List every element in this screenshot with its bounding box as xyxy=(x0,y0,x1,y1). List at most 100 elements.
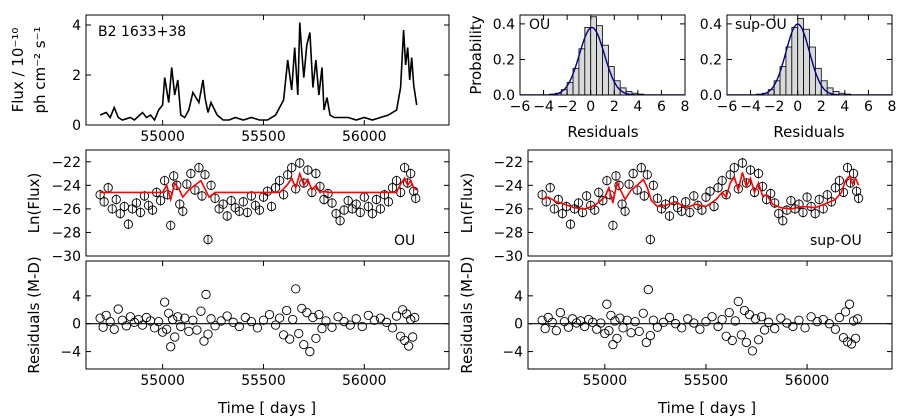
x-tick-label: −6 xyxy=(717,99,738,115)
residuals-ou-frame xyxy=(85,260,450,370)
residual-point xyxy=(282,305,292,316)
residual-point xyxy=(278,330,289,340)
residual-point xyxy=(756,312,767,322)
lnflux-supou-frame xyxy=(527,149,893,257)
x-tick-label: −2 xyxy=(764,99,785,115)
residuals-ou-xlabel: Time [ days ] xyxy=(217,399,316,417)
residual-point xyxy=(196,306,206,316)
residual-point xyxy=(252,323,263,333)
data-point xyxy=(774,208,784,219)
data-point xyxy=(834,175,845,186)
residual-point xyxy=(297,303,307,314)
data-point xyxy=(729,163,739,173)
residual-point xyxy=(327,322,337,332)
supou-histogram-frame xyxy=(726,14,893,96)
histogram-bar xyxy=(584,27,592,96)
residuals-supou-frame xyxy=(527,260,893,370)
y-tick-label: 0.0 xyxy=(700,88,722,104)
residual-point xyxy=(234,321,244,332)
residual-point xyxy=(333,312,343,322)
data-point xyxy=(278,190,289,200)
data-point xyxy=(705,186,715,196)
residual-point xyxy=(317,323,327,334)
residuals-ou-panel: 55000 55500 56000 −4 0 4 Residuals (M-D) Time… xyxy=(25,256,450,417)
residual-point xyxy=(98,322,108,332)
residual-point xyxy=(638,308,648,318)
x-tick-label: 0 xyxy=(793,99,802,115)
lnflux-ou-ylabel: Ln(Flux) xyxy=(25,173,43,234)
data-point xyxy=(355,207,365,218)
residual-point xyxy=(782,318,792,328)
data-point xyxy=(159,175,170,186)
model-line xyxy=(541,172,860,210)
x-tick-label: 55500 xyxy=(241,129,286,145)
data-point xyxy=(608,220,618,231)
residual-point xyxy=(630,316,640,327)
y-tick-label: −4 xyxy=(60,345,81,361)
residual-point xyxy=(302,307,312,318)
residual-point xyxy=(596,318,606,328)
model-line xyxy=(100,170,418,203)
residual-point xyxy=(240,312,250,323)
residual-point xyxy=(311,333,321,343)
residual-point xyxy=(563,322,574,332)
residual-point xyxy=(713,321,723,332)
x-tick-label: 4 xyxy=(840,99,849,115)
y-tick-label: 4 xyxy=(514,289,523,305)
residual-point xyxy=(369,315,380,325)
y-tick-label: 4 xyxy=(72,289,81,305)
residual-point xyxy=(852,314,863,324)
data-point xyxy=(709,201,719,212)
residual-point xyxy=(753,335,764,345)
residual-point xyxy=(741,337,752,348)
residual-point xyxy=(113,304,123,314)
residual-point xyxy=(727,335,737,346)
residual-point xyxy=(173,312,183,322)
residual-point xyxy=(592,324,602,334)
residual-point xyxy=(305,346,315,357)
data-point xyxy=(406,168,416,179)
residual-point xyxy=(162,324,172,334)
residual-point xyxy=(618,323,628,333)
data-point xyxy=(283,170,293,180)
data-point xyxy=(557,208,568,219)
residual-point xyxy=(776,313,786,323)
data-point xyxy=(111,194,121,205)
residual-point xyxy=(381,317,392,327)
residual-point xyxy=(246,316,257,327)
data-point xyxy=(611,171,621,181)
residual-point xyxy=(203,329,213,339)
residual-point xyxy=(408,332,418,342)
y-tick-label: 0 xyxy=(72,317,81,333)
residual-point xyxy=(652,322,663,332)
histogram-bar xyxy=(578,48,586,96)
y-tick-label: 4 xyxy=(72,18,81,34)
residuals-supou-panel: 55000 55500 56000 −4 0 4 Residuals (M-D) Time… xyxy=(458,256,893,417)
data-point xyxy=(335,216,345,226)
data-point xyxy=(721,190,731,200)
ou-histogram-frame xyxy=(519,14,686,96)
data-point xyxy=(411,193,421,203)
residual-point xyxy=(648,315,659,325)
y-tick-label: −28 xyxy=(493,225,523,241)
data-point xyxy=(367,208,378,219)
residual-point xyxy=(812,316,822,327)
residual-point xyxy=(747,346,758,356)
residuals-supou-ylabel: Residuals (M-D) xyxy=(458,256,476,374)
data-point xyxy=(624,179,634,189)
data-point xyxy=(254,205,265,215)
residual-point xyxy=(199,336,209,346)
data-point xyxy=(794,199,804,209)
residual-point xyxy=(387,323,398,333)
x-tick-label: 56000 xyxy=(342,373,387,389)
residual-point xyxy=(391,311,402,321)
residual-point xyxy=(149,323,160,333)
y-tick-label: 0.2 xyxy=(493,52,515,68)
data-point xyxy=(628,168,638,179)
residual-point xyxy=(683,314,693,324)
x-tick-label: 2 xyxy=(610,99,619,115)
data-point xyxy=(830,183,841,193)
lnflux-ou-annotation: OU xyxy=(394,233,415,249)
residual-point xyxy=(788,321,798,332)
residual-point xyxy=(375,313,386,323)
